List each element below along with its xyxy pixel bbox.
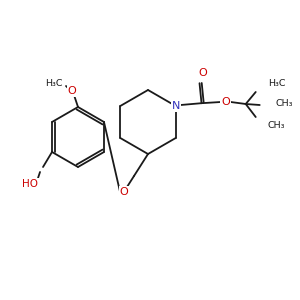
Text: CH₃: CH₃ <box>268 121 285 130</box>
Text: HO: HO <box>22 179 38 189</box>
Text: O: O <box>198 68 207 78</box>
Text: CH₃: CH₃ <box>276 98 293 107</box>
Text: O: O <box>221 97 230 107</box>
Text: H₃C: H₃C <box>268 80 285 88</box>
Text: O: O <box>120 187 128 197</box>
Text: H₃C: H₃C <box>45 79 63 88</box>
Text: O: O <box>68 86 76 96</box>
Text: N: N <box>172 101 180 111</box>
